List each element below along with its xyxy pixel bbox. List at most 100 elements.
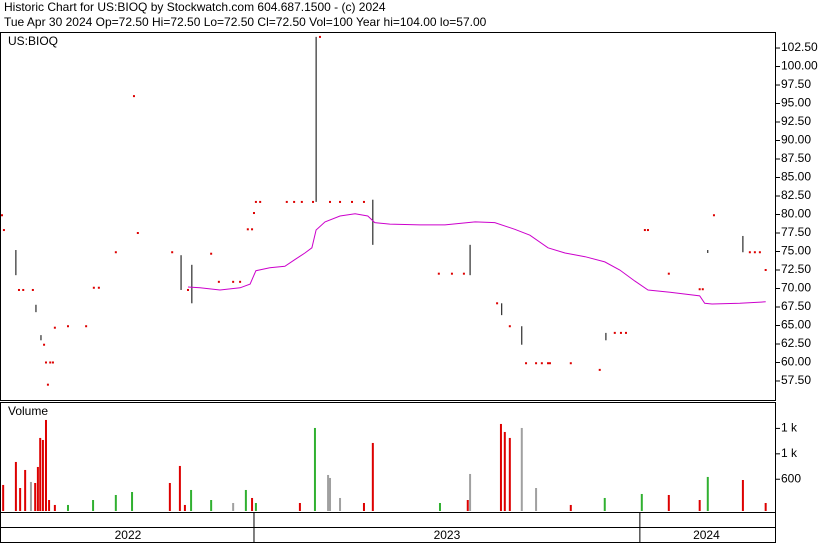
price-point — [540, 362, 543, 365]
volume-label: Volume — [8, 404, 48, 418]
y-tick-label: 1 k — [781, 446, 798, 460]
volume-bar — [19, 488, 22, 511]
price-point — [252, 212, 255, 215]
y-tick-label: 82.50 — [781, 188, 811, 202]
volume-bar — [503, 431, 506, 511]
volume-bar — [371, 442, 374, 511]
volume-bar — [508, 437, 511, 511]
volume-bar — [667, 494, 670, 511]
volume-bar — [469, 473, 472, 511]
y-tick-label: 57.50 — [781, 373, 811, 387]
price-point — [1, 214, 3, 217]
price-point — [114, 251, 117, 254]
volume-bar — [520, 427, 523, 511]
y-tick-label: 600 — [781, 471, 801, 485]
y-tick-label: 100.00 — [781, 59, 818, 73]
volume-bar — [168, 482, 171, 511]
price-point — [66, 325, 69, 328]
volume-bar — [92, 500, 95, 511]
price-point — [259, 200, 262, 203]
price-point — [758, 251, 761, 254]
volume-bar — [339, 497, 342, 511]
price-point — [46, 383, 49, 386]
price-point — [362, 200, 365, 203]
volume-bar — [535, 488, 538, 511]
volume-bar — [640, 493, 643, 511]
price-point — [450, 272, 453, 275]
y-tick-label: 67.50 — [781, 299, 811, 313]
price-point — [22, 288, 25, 291]
y-tick-label: 90.00 — [781, 133, 811, 147]
price-point — [132, 95, 135, 98]
price-point — [97, 286, 100, 289]
price-point — [753, 251, 756, 254]
price-point — [748, 251, 751, 254]
price-point — [251, 228, 254, 231]
price-label: US:BIOQ — [8, 34, 58, 48]
price-point — [329, 200, 332, 203]
volume-bar — [254, 502, 257, 511]
price-point — [462, 272, 465, 275]
price-point — [698, 288, 701, 291]
volume-bar — [14, 461, 17, 511]
price-point — [437, 272, 440, 275]
price-point — [217, 280, 220, 283]
volume-bar — [114, 494, 117, 511]
volume-bar — [131, 492, 134, 511]
price-point — [535, 362, 538, 365]
price-point — [598, 368, 601, 371]
y-tick-label: 65.00 — [781, 318, 811, 332]
y-tick-label: 1 k — [781, 421, 798, 435]
price-point — [17, 288, 20, 291]
y-tick-label: 102.50 — [781, 40, 818, 54]
volume-bar — [53, 504, 56, 511]
price-point — [51, 361, 54, 364]
price-point — [643, 229, 646, 232]
price-point — [525, 362, 528, 365]
y-tick-label: 95.00 — [781, 96, 811, 110]
volume-bar — [244, 489, 247, 511]
volume-bar — [251, 497, 254, 511]
volume-bar — [232, 502, 235, 511]
volume-bar — [362, 502, 365, 511]
price-point — [300, 200, 303, 203]
volume-bar — [569, 504, 572, 511]
price-point — [285, 200, 288, 203]
price-point — [624, 331, 627, 334]
volume-bar — [466, 500, 469, 511]
price-point — [43, 343, 46, 346]
price-point — [31, 288, 34, 291]
price-point — [92, 286, 95, 289]
volume-bar — [48, 500, 51, 511]
volume-bar — [741, 479, 744, 511]
volume-bar — [706, 476, 709, 511]
price-point — [764, 268, 767, 271]
price-point — [49, 361, 52, 364]
volume-bar — [44, 419, 47, 511]
volume-bar — [66, 504, 69, 511]
price-point — [619, 331, 622, 334]
price-frame — [0, 32, 776, 401]
volume-bar — [329, 477, 332, 511]
y-tick-label: 80.00 — [781, 207, 811, 221]
price-point — [232, 280, 235, 283]
price-point — [350, 200, 353, 203]
volume-bar — [698, 500, 701, 511]
price-point — [186, 288, 189, 291]
price-point — [312, 200, 315, 203]
price-point — [210, 252, 213, 255]
volume-bar — [438, 502, 441, 511]
volume-bar — [178, 465, 181, 511]
y-tick-label: 87.50 — [781, 151, 811, 165]
price-point — [44, 361, 47, 364]
volume-bar — [298, 502, 301, 511]
price-point — [53, 326, 56, 329]
price-point — [548, 362, 551, 365]
price-point — [254, 200, 257, 203]
price-point — [569, 362, 572, 365]
quote-line: Tue Apr 30 2024 Op=72.50 Hi=72.50 Lo=72.… — [4, 15, 487, 29]
y-tick-label: 97.50 — [781, 77, 811, 91]
price-point — [85, 325, 88, 328]
